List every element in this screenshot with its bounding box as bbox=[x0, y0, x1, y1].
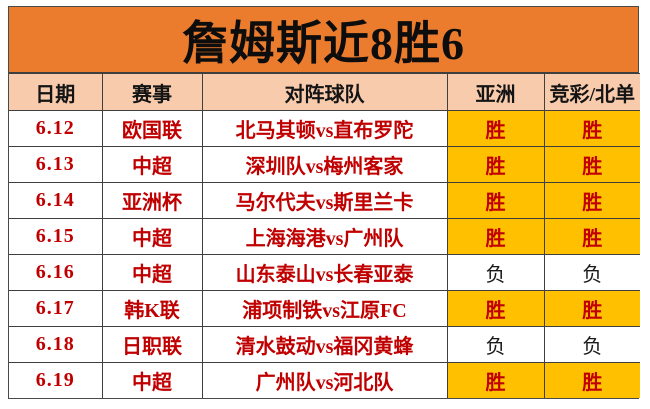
cell-date: 6.14 bbox=[9, 182, 103, 219]
cell-jingcai-result: 胜 bbox=[543, 362, 640, 398]
cell-asia-result: 胜 bbox=[446, 110, 545, 147]
cell-asia-result: 胜 bbox=[446, 182, 545, 219]
cell-asia-result: 胜 bbox=[446, 218, 545, 255]
cell-date: 6.12 bbox=[9, 110, 103, 147]
cell-jingcai-result: 负 bbox=[543, 254, 640, 291]
cell-jingcai-result: 胜 bbox=[543, 218, 640, 255]
cell-asia-result: 胜 bbox=[446, 290, 545, 327]
column-header-asia: 亚洲 bbox=[446, 73, 545, 111]
cell-date: 6.18 bbox=[9, 326, 103, 363]
table-body: 6.12 欧国联 北马其顿vs直布罗陀 胜 胜 6.13 中超 深圳队vs梅州客… bbox=[9, 110, 640, 398]
cell-asia-result: 负 bbox=[446, 254, 545, 291]
cell-match: 广州队vs河北队 bbox=[201, 362, 448, 398]
column-header-match: 对阵球队 bbox=[201, 73, 448, 111]
cell-date: 6.19 bbox=[9, 362, 103, 398]
column-header-jingcai: 竞彩/北单 bbox=[543, 73, 640, 111]
cell-league: 韩K联 bbox=[101, 290, 203, 327]
cell-jingcai-result: 胜 bbox=[543, 290, 640, 327]
table-row: 6.13 中超 深圳队vs梅州客家 胜 胜 bbox=[9, 146, 640, 183]
cell-jingcai-result: 胜 bbox=[543, 110, 640, 147]
cell-asia-result: 胜 bbox=[446, 146, 545, 183]
results-table: 日期 赛事 对阵球队 亚洲 竞彩/北单 6.12 欧国联 北马其顿vs直布罗陀 … bbox=[9, 73, 640, 398]
page-title: 詹姆斯近8胜6 bbox=[9, 7, 638, 73]
cell-match: 山东泰山vs长春亚泰 bbox=[201, 254, 448, 291]
cell-league: 中超 bbox=[101, 254, 203, 291]
cell-match: 浦项制铁vs江原FC bbox=[201, 290, 448, 327]
cell-asia-result: 负 bbox=[446, 326, 545, 363]
cell-jingcai-result: 胜 bbox=[543, 182, 640, 219]
cell-league: 日职联 bbox=[101, 326, 203, 363]
column-header-date: 日期 bbox=[9, 73, 103, 111]
column-header-league: 赛事 bbox=[101, 73, 203, 111]
table-row: 6.19 中超 广州队vs河北队 胜 胜 bbox=[9, 362, 640, 398]
cell-league: 中超 bbox=[101, 362, 203, 398]
cell-match: 清水鼓动vs福冈黄蜂 bbox=[201, 326, 448, 363]
cell-date: 6.15 bbox=[9, 218, 103, 255]
cell-date: 6.13 bbox=[9, 146, 103, 183]
cell-match: 上海海港vs广州队 bbox=[201, 218, 448, 255]
table-row: 6.16 中超 山东泰山vs长春亚泰 负 负 bbox=[9, 254, 640, 291]
cell-match: 北马其顿vs直布罗陀 bbox=[201, 110, 448, 147]
cell-jingcai-result: 负 bbox=[543, 326, 640, 363]
cell-match: 马尔代夫vs斯里兰卡 bbox=[201, 182, 448, 219]
header-row: 日期 赛事 对阵球队 亚洲 竞彩/北单 bbox=[9, 73, 640, 111]
table-row: 6.14 亚洲杯 马尔代夫vs斯里兰卡 胜 胜 bbox=[9, 182, 640, 219]
cell-league: 中超 bbox=[101, 146, 203, 183]
cell-asia-result: 胜 bbox=[446, 362, 545, 398]
table-row: 6.15 中超 上海海港vs广州队 胜 胜 bbox=[9, 218, 640, 255]
cell-date: 6.17 bbox=[9, 290, 103, 327]
cell-league: 中超 bbox=[101, 218, 203, 255]
cell-date: 6.16 bbox=[9, 254, 103, 291]
table-row: 6.12 欧国联 北马其顿vs直布罗陀 胜 胜 bbox=[9, 110, 640, 147]
cell-league: 欧国联 bbox=[101, 110, 203, 147]
cell-jingcai-result: 胜 bbox=[543, 146, 640, 183]
cell-match: 深圳队vs梅州客家 bbox=[201, 146, 448, 183]
prediction-card: 詹姆斯近8胜6 日期 赛事 对阵球队 亚洲 竞彩/北单 6.12 欧国联 北马其… bbox=[8, 6, 640, 399]
table-row: 6.17 韩K联 浦项制铁vs江原FC 胜 胜 bbox=[9, 290, 640, 327]
cell-league: 亚洲杯 bbox=[101, 182, 203, 219]
table-row: 6.18 日职联 清水鼓动vs福冈黄蜂 负 负 bbox=[9, 326, 640, 363]
